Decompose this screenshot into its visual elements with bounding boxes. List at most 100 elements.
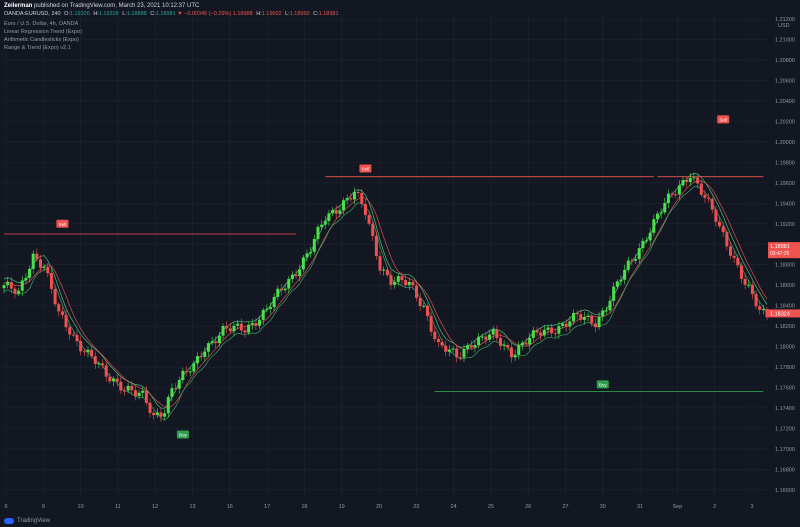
candle-body <box>444 345 448 352</box>
candle-body <box>575 313 579 315</box>
currency-label: USD <box>778 23 790 29</box>
candle-body <box>101 363 105 366</box>
indicator-range-trend[interactable]: Range & Trend (Expo) v2.1 <box>4 45 71 51</box>
candle-body <box>214 341 218 344</box>
open-label: O: <box>64 11 70 17</box>
price-axis[interactable]: 1.21200 1.21000 1.20800 1.20600 1.20400 1.202… <box>768 17 800 494</box>
time-tick-label: 11 <box>115 504 121 510</box>
candle-body <box>761 309 765 311</box>
candlesticks[interactable] <box>2 172 769 422</box>
candle-body <box>181 370 185 381</box>
candle-body <box>440 341 444 346</box>
candle-body <box>108 376 112 382</box>
price-tick-label: 1.18000 <box>775 345 795 351</box>
low-value: 1.18888 <box>126 11 147 17</box>
candle-body <box>265 308 269 310</box>
candle-body <box>681 179 685 186</box>
candle-body <box>331 210 335 214</box>
candle-body <box>170 388 174 398</box>
candle-body <box>298 269 302 277</box>
candle-body <box>509 347 513 358</box>
time-tick-label: 12 <box>152 504 158 510</box>
candle-body <box>634 258 638 261</box>
change-value: ▼ −0.00345 (−0.29%) <box>177 11 232 17</box>
candle-body <box>258 319 262 326</box>
time-tick-label: 31 <box>637 504 643 510</box>
brand-label: TradingView <box>17 518 51 524</box>
time-tick-label: 9 <box>42 504 45 510</box>
price-tick-label: 1.17800 <box>775 365 795 371</box>
candle-body <box>491 329 495 335</box>
candle-body <box>269 307 273 309</box>
author-name[interactable]: Zeilerman <box>4 3 33 9</box>
candle-body <box>305 253 309 258</box>
publish-date: published on TradingView.com, March 23, … <box>34 3 200 9</box>
candle-body <box>619 279 623 282</box>
publish-info: Zeilerman published on TradingView.com, … <box>4 3 199 9</box>
candle-body <box>645 240 649 242</box>
candle-body <box>389 275 393 285</box>
candle-body <box>141 390 145 393</box>
candle-body <box>608 300 612 311</box>
marker-badge <box>359 164 372 173</box>
candle-body <box>195 356 199 364</box>
candle-body <box>612 286 616 301</box>
price-tick-label: 1.20800 <box>775 58 795 64</box>
candle-body <box>721 226 725 233</box>
candle-body <box>407 282 411 286</box>
candle-body <box>309 251 313 254</box>
candle-body <box>163 413 167 417</box>
time-tick-label: 25 <box>488 504 494 510</box>
close-label: C: <box>150 11 156 17</box>
candle-body <box>765 309 769 318</box>
candle-body <box>597 316 601 328</box>
candle-body <box>433 331 437 340</box>
time-tick-label: 2 <box>713 504 716 510</box>
candle-body <box>707 197 711 199</box>
cloud-icon <box>4 518 14 524</box>
candle-body <box>57 304 61 312</box>
indicator-symbol[interactable]: Euro / U.S. Dollar, 4h, OANDA <box>4 21 79 27</box>
candle-body <box>586 315 590 318</box>
candle-body <box>542 329 546 336</box>
candle-body <box>520 342 524 346</box>
sell-marker: Sell <box>717 115 730 124</box>
candle-body <box>718 221 722 227</box>
candle-body <box>185 370 189 372</box>
candle-body <box>374 235 378 257</box>
candle-body <box>703 194 707 198</box>
candle-body <box>272 296 276 308</box>
candle-body <box>623 269 627 280</box>
candle-body <box>250 322 254 325</box>
candle-body <box>382 269 386 271</box>
candle-body <box>630 260 634 262</box>
candle-body <box>451 348 455 350</box>
time-tick-label: 26 <box>525 504 531 510</box>
candle-body <box>338 210 342 214</box>
time-axis[interactable]: 6 9 10 11 12 13 16 17 18 19 20 23 24 25 26 27 30 31 Sep 2 3 <box>4 504 753 510</box>
candle-body <box>524 342 528 345</box>
time-tick-label: 18 <box>301 504 307 510</box>
ohlc-readout: OANDA:EURUSD, 240 O:1.19326 H:1.19328 L:… <box>4 11 339 17</box>
candle-body <box>323 221 327 225</box>
time-tick-label: 19 <box>339 504 345 510</box>
candle-body <box>199 356 203 358</box>
indicator-linear-regression[interactable]: Linear Regression Trend (Expo) <box>4 29 82 35</box>
price-tick-label: 1.17000 <box>775 447 795 453</box>
candle-body <box>112 378 116 382</box>
indicator-arithmetic-candles[interactable]: Arithmetic Candlesticks (Expo) <box>4 37 79 43</box>
candle-body <box>203 351 207 358</box>
tradingview-logo[interactable]: TradingView <box>4 518 50 524</box>
candle-body <box>710 198 714 210</box>
candle-body <box>696 177 700 184</box>
candle-body <box>104 365 108 377</box>
bid-low-value: 1.18960 <box>289 11 310 17</box>
candle-body <box>75 335 79 342</box>
candle-body <box>652 219 656 233</box>
candle-body <box>247 324 251 333</box>
candle-body <box>685 179 689 183</box>
candle-body <box>192 363 196 372</box>
candle-body <box>648 232 652 241</box>
candle-body <box>469 345 473 348</box>
